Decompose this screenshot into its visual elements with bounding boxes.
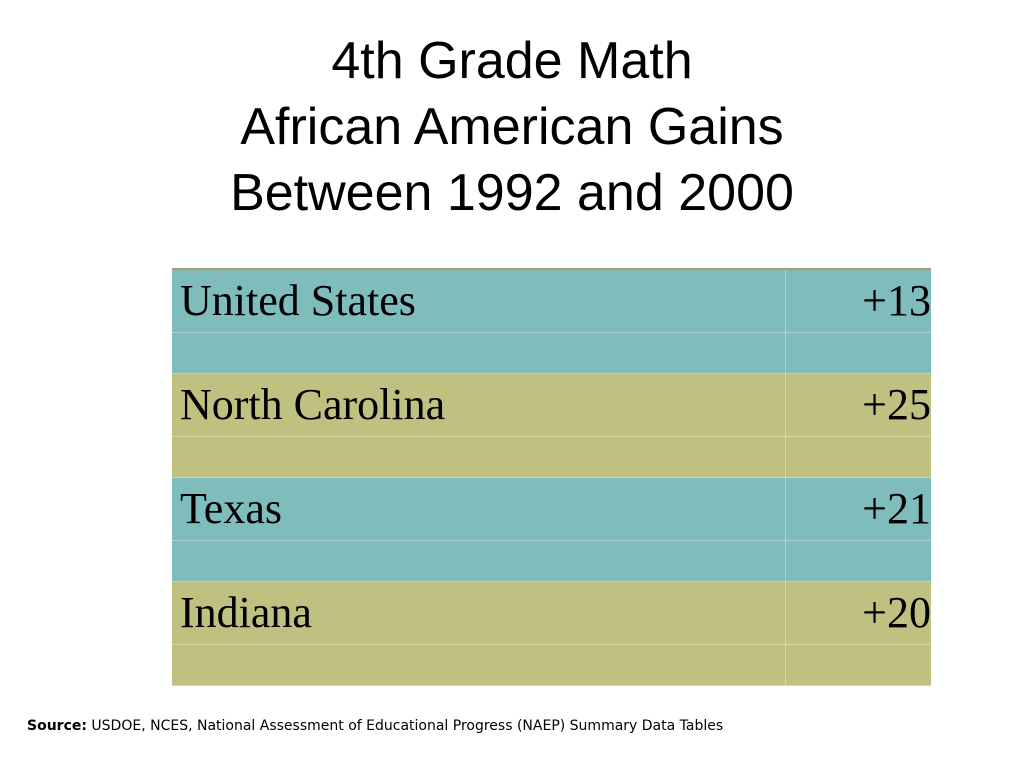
- table-row: North Carolina +25: [172, 373, 931, 437]
- gain-cell: +13: [785, 268, 931, 333]
- spacer-cell: [172, 332, 786, 374]
- state-label: Texas: [180, 484, 282, 533]
- gain-cell: +21: [785, 477, 931, 541]
- state-cell: Indiana: [172, 581, 786, 645]
- table-row-spacer: [172, 644, 931, 686]
- gain-cell: +25: [785, 373, 931, 437]
- spacer-cell: [172, 644, 786, 686]
- title-line-2: African American Gains: [240, 98, 784, 156]
- gains-table: United States +13 North Carolina +25 Tex…: [172, 268, 931, 686]
- gain-cell: +20: [785, 581, 931, 645]
- table-row-spacer: [172, 332, 931, 374]
- spacer-cell: [785, 332, 931, 374]
- source-note: Source: USDOE, NCES, National Assessment…: [27, 716, 747, 736]
- spacer-cell: [172, 540, 786, 582]
- state-label: Indiana: [180, 588, 312, 637]
- slide-title: 4th Grade Math African American Gains Be…: [0, 28, 1024, 226]
- spacer-cell: [785, 436, 931, 478]
- state-label: United States: [180, 276, 416, 325]
- title-line-1: 4th Grade Math: [331, 32, 693, 90]
- table-row: Texas +21: [172, 477, 931, 541]
- source-text: USDOE, NCES, National Assessment of Educ…: [91, 718, 724, 734]
- title-line-3: Between 1992 and 2000: [230, 164, 794, 222]
- spacer-cell: [785, 644, 931, 686]
- state-cell: United States: [172, 268, 786, 333]
- table-row: United States +13: [172, 268, 931, 333]
- state-cell: Texas: [172, 477, 786, 541]
- state-cell: North Carolina: [172, 373, 786, 437]
- table-row-spacer: [172, 540, 931, 582]
- spacer-cell: [172, 436, 786, 478]
- state-label: North Carolina: [180, 380, 446, 429]
- table-row-spacer: [172, 436, 931, 478]
- source-label: Source:: [27, 718, 87, 734]
- table-row: Indiana +20: [172, 581, 931, 645]
- spacer-cell: [785, 540, 931, 582]
